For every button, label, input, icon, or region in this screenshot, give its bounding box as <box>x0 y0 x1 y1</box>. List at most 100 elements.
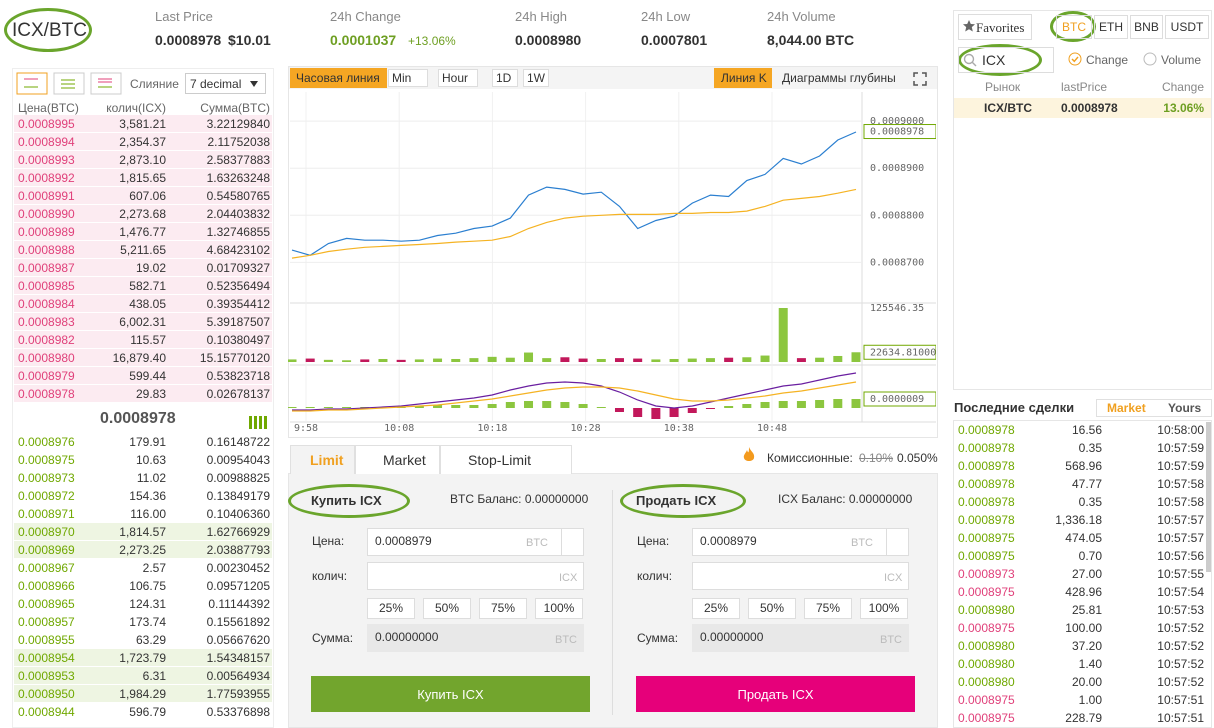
market-pair[interactable]: ICX/BTC <box>984 101 1032 115</box>
quote-label[interactable]: BNB <box>1134 20 1159 34</box>
percent-button[interactable] <box>367 598 415 619</box>
trades-tab[interactable]: Market <box>1107 401 1146 415</box>
price-input[interactable] <box>692 528 909 556</box>
favorites-tab[interactable] <box>958 14 1032 40</box>
percent-button[interactable] <box>535 598 583 619</box>
order-price[interactable]: 0.0008982 <box>18 333 75 347</box>
percent-label[interactable]: 25% <box>378 601 404 615</box>
percent-button[interactable] <box>423 598 471 619</box>
view-active[interactable] <box>714 68 772 88</box>
order-price[interactable]: 0.0008989 <box>18 225 75 239</box>
stepper[interactable] <box>886 529 908 555</box>
order-price[interactable]: 0.0008983 <box>18 315 75 329</box>
toolbar-button[interactable] <box>438 69 478 87</box>
quote-label[interactable]: BTC <box>1062 20 1086 34</box>
order-price[interactable]: 0.0008988 <box>18 243 75 257</box>
fullscreen-icon[interactable] <box>912 71 928 87</box>
submit-button[interactable] <box>311 676 590 712</box>
percent-label[interactable]: 100% <box>543 601 575 615</box>
sort-option[interactable]: Volume <box>1161 53 1202 67</box>
percent-label[interactable]: 25% <box>703 601 729 615</box>
order-price[interactable]: 0.0008965 <box>18 597 75 611</box>
toolbar-item[interactable]: 1D <box>496 71 512 85</box>
decimal-select[interactable] <box>185 73 266 94</box>
radio-checked[interactable] <box>1068 52 1082 66</box>
order-price[interactable]: 0.0008971 <box>18 507 75 521</box>
toolbar-item[interactable]: Часовая линия <box>296 71 380 85</box>
order-price[interactable]: 0.0008970 <box>18 525 75 539</box>
percent-button[interactable] <box>804 598 852 619</box>
quote-label[interactable]: ETH <box>1099 20 1123 34</box>
order-price[interactable]: 0.0008973 <box>18 471 75 485</box>
toolbar-button[interactable] <box>388 69 428 87</box>
order-price[interactable]: 0.0008993 <box>18 153 75 167</box>
percent-button[interactable] <box>692 598 740 619</box>
toolbar-active[interactable] <box>290 68 387 88</box>
quote-tab[interactable] <box>1130 15 1163 39</box>
form-tab[interactable] <box>290 445 355 474</box>
percent-button[interactable] <box>748 598 796 619</box>
percent-button[interactable] <box>479 598 527 619</box>
market-row[interactable] <box>954 98 1211 118</box>
search-value[interactable]: ICX <box>982 52 1006 68</box>
percent-label[interactable]: 75% <box>815 601 841 615</box>
submit-label[interactable]: Купить ICX <box>417 687 484 702</box>
order-price[interactable]: 0.0008966 <box>18 579 75 593</box>
order-price[interactable]: 0.0008991 <box>18 189 75 203</box>
quote-label[interactable]: USDT <box>1170 20 1204 34</box>
quote-tab[interactable] <box>1165 15 1209 39</box>
view-item[interactable]: Диаграммы глубины <box>782 71 896 85</box>
percent-label[interactable]: 50% <box>759 601 785 615</box>
order-price[interactable]: 0.0008950 <box>18 687 75 701</box>
order-price[interactable]: 0.0008954 <box>18 651 75 665</box>
trades-tab[interactable]: Yours <box>1168 401 1202 415</box>
view-item[interactable]: Линия K <box>721 71 767 85</box>
toolbar-item[interactable]: Hour <box>442 71 469 85</box>
amount-input[interactable] <box>692 562 909 590</box>
order-price[interactable]: 0.0008992 <box>18 171 75 185</box>
percent-label[interactable]: 75% <box>490 601 516 615</box>
order-price[interactable]: 0.0008955 <box>18 633 75 647</box>
order-price[interactable]: 0.0008978 <box>18 387 75 401</box>
order-price[interactable]: 0.0008975 <box>18 453 75 467</box>
search-box[interactable] <box>958 47 1054 73</box>
orderbook-view-icons[interactable] <box>16 72 126 96</box>
form-tab-label[interactable]: Stop-Limit <box>468 452 532 468</box>
amount-input[interactable] <box>367 562 584 590</box>
price-input[interactable] <box>367 528 584 556</box>
order-price[interactable]: 0.0008957 <box>18 615 75 629</box>
order-price[interactable]: 0.0008987 <box>18 261 75 275</box>
order-price[interactable]: 0.0008994 <box>18 135 75 149</box>
favorites-label[interactable]: Favorites <box>976 20 1025 35</box>
order-price[interactable]: 0.0008953 <box>18 669 75 683</box>
order-price[interactable]: 0.0008969 <box>18 543 75 557</box>
radio[interactable] <box>1143 52 1157 66</box>
order-price[interactable]: 0.0008985 <box>18 279 75 293</box>
percent-label[interactable]: 50% <box>434 601 460 615</box>
order-price[interactable]: 0.0008990 <box>18 207 75 221</box>
form-tab-label[interactable]: Market <box>383 452 426 468</box>
toolbar-item[interactable]: Min <box>392 71 412 85</box>
form-tab[interactable] <box>440 445 572 474</box>
order-price[interactable]: 0.0008967 <box>18 561 75 575</box>
order-price[interactable]: 0.0008976 <box>18 435 75 449</box>
submit-button[interactable] <box>636 676 915 712</box>
form-tab-label[interactable]: Limit <box>310 452 344 468</box>
stepper[interactable] <box>561 529 583 555</box>
toolbar-button[interactable] <box>523 69 549 87</box>
order-price[interactable]: 0.0008944 <box>18 705 75 719</box>
order-price[interactable]: 0.0008984 <box>18 297 75 311</box>
quote-tab[interactable] <box>1094 15 1128 39</box>
form-tab[interactable] <box>355 445 440 474</box>
submit-label[interactable]: Продать ICX <box>737 687 814 702</box>
order-price[interactable]: 0.0008972 <box>18 489 75 503</box>
toolbar-item[interactable]: 1W <box>527 71 545 85</box>
sort-option[interactable]: Change <box>1086 53 1129 67</box>
order-price[interactable]: 0.0008995 <box>18 117 75 131</box>
order-price[interactable]: 0.0008980 <box>18 351 75 365</box>
toolbar-button[interactable] <box>492 69 518 87</box>
order-price[interactable]: 0.0008979 <box>18 369 75 383</box>
percent-button[interactable] <box>860 598 908 619</box>
quote-tab[interactable] <box>1056 15 1092 39</box>
percent-label[interactable]: 100% <box>868 601 900 615</box>
